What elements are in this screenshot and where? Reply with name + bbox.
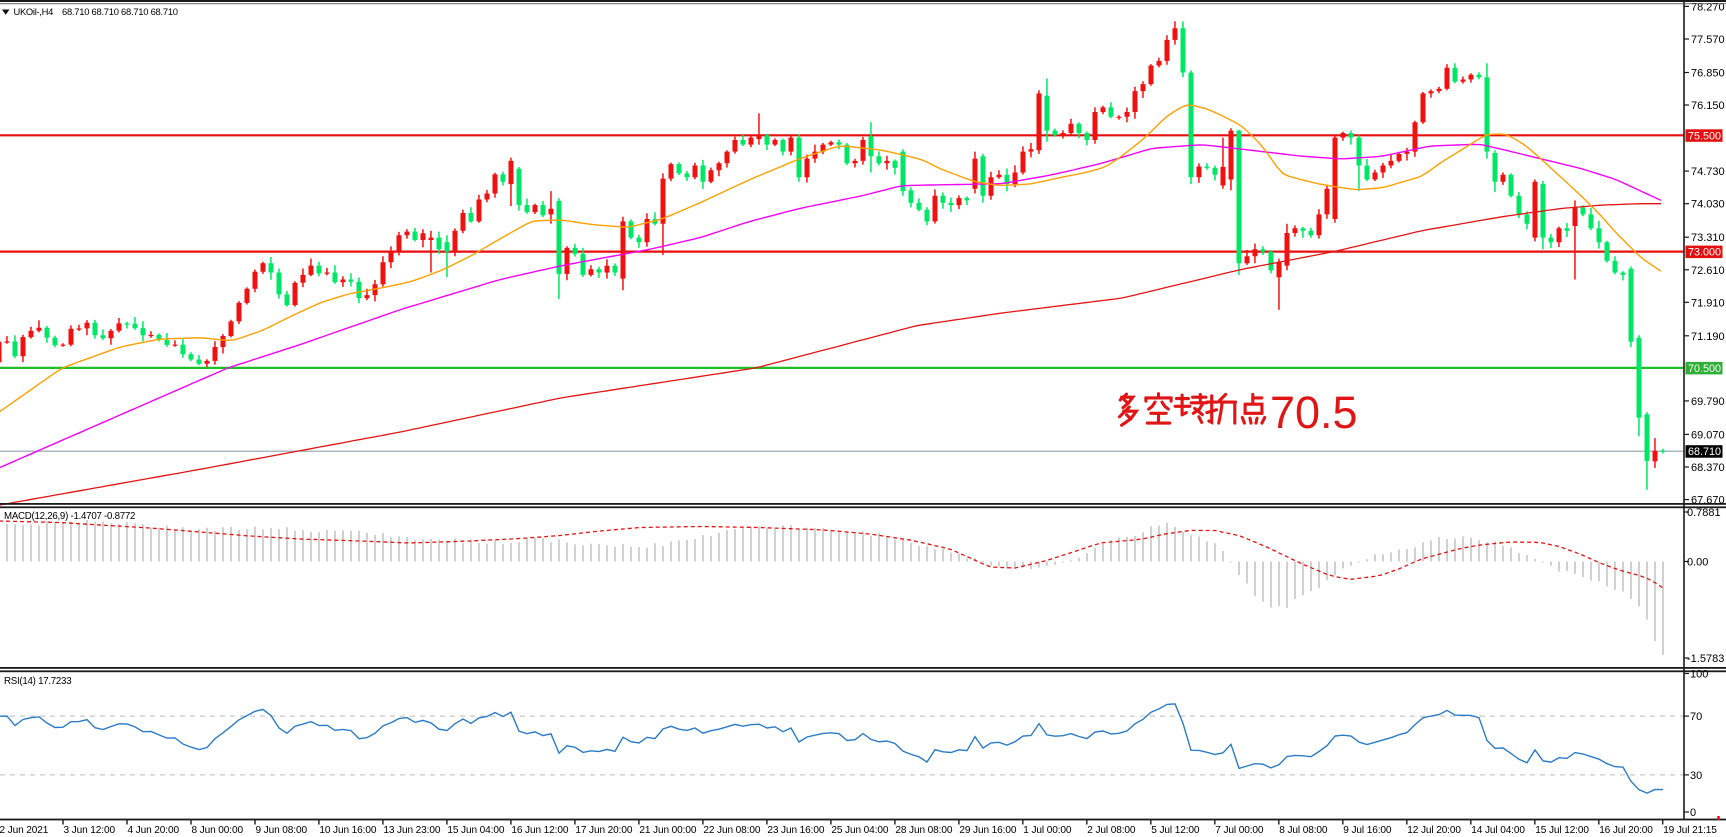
svg-text:3 Jun 12:00: 3 Jun 12:00 <box>64 825 116 836</box>
svg-text:16 Jul 20:00: 16 Jul 20:00 <box>1599 825 1653 836</box>
svg-text:0.00: 0.00 <box>1687 557 1708 569</box>
svg-text:74.730: 74.730 <box>1691 166 1725 178</box>
svg-text:8 Jun 00:00: 8 Jun 00:00 <box>192 825 244 836</box>
svg-text:69.070: 69.070 <box>1691 429 1725 441</box>
svg-text:0: 0 <box>1690 807 1696 819</box>
svg-text:75.500: 75.500 <box>1688 130 1721 142</box>
svg-text:22 Jun 08:00: 22 Jun 08:00 <box>703 825 760 836</box>
svg-text:68.710: 68.710 <box>1688 446 1721 458</box>
svg-text:16 Jun 12:00: 16 Jun 12:00 <box>511 825 568 836</box>
svg-text:12 Jul 20:00: 12 Jul 20:00 <box>1407 825 1461 836</box>
svg-text:7 Jul 00:00: 7 Jul 00:00 <box>1215 825 1264 836</box>
svg-text:100: 100 <box>1690 669 1708 681</box>
svg-text:10 Jun 16:00: 10 Jun 16:00 <box>319 825 376 836</box>
svg-text:RSI(14) 17.7233: RSI(14) 17.7233 <box>4 676 71 687</box>
svg-text:15 Jul 12:00: 15 Jul 12:00 <box>1535 825 1589 836</box>
svg-text:1 Jul 00:00: 1 Jul 00:00 <box>1023 825 1072 836</box>
svg-text:76.850: 76.850 <box>1691 68 1725 80</box>
svg-text:70.5: 70.5 <box>1270 387 1358 438</box>
svg-text:MACD(12,26,9) -1.4707 -0.8772: MACD(12,26,9) -1.4707 -0.8772 <box>4 511 135 522</box>
svg-text:28 Jun 08:00: 28 Jun 08:00 <box>895 825 952 836</box>
svg-text:4 Jun 20:00: 4 Jun 20:00 <box>128 825 180 836</box>
svg-text:30: 30 <box>1690 770 1702 782</box>
svg-text:77.570: 77.570 <box>1691 34 1725 46</box>
svg-text:23 Jun 16:00: 23 Jun 16:00 <box>767 825 824 836</box>
svg-text:71.910: 71.910 <box>1691 297 1725 309</box>
svg-text:71.190: 71.190 <box>1691 331 1725 343</box>
svg-text:73.000: 73.000 <box>1688 247 1721 259</box>
svg-text:14 Jul 04:00: 14 Jul 04:00 <box>1471 825 1525 836</box>
svg-text:70.500: 70.500 <box>1688 363 1721 375</box>
svg-text:78.270: 78.270 <box>1691 1 1725 13</box>
svg-text:21 Jun 00:00: 21 Jun 00:00 <box>639 825 696 836</box>
svg-text:UKOil-,H4: UKOil-,H4 <box>14 6 54 17</box>
svg-text:69.790: 69.790 <box>1691 396 1725 408</box>
svg-text:8 Jul 08:00: 8 Jul 08:00 <box>1279 825 1328 836</box>
svg-text:19 Jul 21:15: 19 Jul 21:15 <box>1663 825 1717 836</box>
svg-text:13 Jun 23:00: 13 Jun 23:00 <box>383 825 440 836</box>
svg-text:9 Jun 08:00: 9 Jun 08:00 <box>256 825 308 836</box>
svg-text:68.370: 68.370 <box>1691 462 1725 474</box>
svg-text:76.150: 76.150 <box>1691 100 1725 112</box>
svg-text:29 Jun 16:00: 29 Jun 16:00 <box>959 825 1016 836</box>
svg-text:15 Jun 04:00: 15 Jun 04:00 <box>447 825 504 836</box>
svg-text:-1.5783: -1.5783 <box>1687 653 1724 665</box>
svg-text:25 Jun 04:00: 25 Jun 04:00 <box>831 825 888 836</box>
svg-text:2 Jul 08:00: 2 Jul 08:00 <box>1087 825 1136 836</box>
svg-text:74.030: 74.030 <box>1691 199 1725 211</box>
svg-text:9 Jul 16:00: 9 Jul 16:00 <box>1343 825 1392 836</box>
svg-text:70: 70 <box>1690 711 1702 723</box>
svg-text:0.7881: 0.7881 <box>1687 507 1721 519</box>
svg-text:67.670: 67.670 <box>1691 495 1725 507</box>
svg-text:68.710 68.710 68.710 68.710: 68.710 68.710 68.710 68.710 <box>62 6 178 17</box>
svg-text:17 Jun 20:00: 17 Jun 20:00 <box>575 825 632 836</box>
svg-text:2 Jun 2021: 2 Jun 2021 <box>0 825 49 836</box>
svg-text:72.610: 72.610 <box>1691 265 1725 277</box>
svg-text:5 Jul 12:00: 5 Jul 12:00 <box>1151 825 1200 836</box>
svg-text:73.310: 73.310 <box>1691 232 1725 244</box>
